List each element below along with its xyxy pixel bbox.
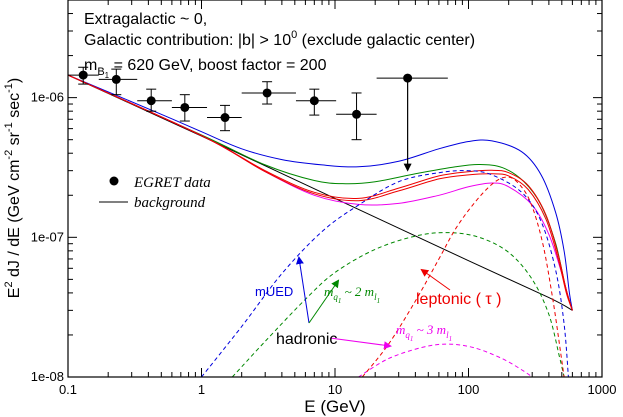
egret-data-point xyxy=(78,70,88,80)
x-tick-label: 100 xyxy=(458,382,480,397)
egret-data-point xyxy=(146,96,156,106)
title-line-3: mB1 = 620 GeV, boost factor = 200 xyxy=(84,57,327,80)
series-hadronic-signal-mq-3-ml xyxy=(358,343,533,377)
x-tick-label: 1 xyxy=(198,382,205,397)
hadronic-label: hadronic xyxy=(276,331,337,348)
mq2-label: mq1 ~ 2 ml1 xyxy=(324,284,380,305)
leptonic-label: leptonic ( τ ) xyxy=(416,291,501,308)
leptonic-arrow xyxy=(420,268,451,291)
mued-label: mUED xyxy=(255,284,293,299)
hadronic-arrow-mag xyxy=(329,337,392,350)
series-mued-signal xyxy=(201,170,569,377)
mq3-label: mq1 ~ 3 ml1 xyxy=(396,322,452,343)
egret-data-point xyxy=(262,88,272,98)
axis-ticks: 0.1 1 10 100 1000 1e-08 1e-07 1e-06 xyxy=(31,0,617,397)
y-axis-label: E2 dJ / dE (GeV cm-2 sr-1 sec-1) xyxy=(3,78,23,298)
egret-data-point xyxy=(309,96,319,106)
legend-background-label: background xyxy=(134,195,206,211)
legend-egret-marker xyxy=(109,176,119,186)
egret-data-point xyxy=(180,102,190,112)
legend-egret-label: EGRET data xyxy=(133,175,211,191)
egret-data-point xyxy=(220,113,230,123)
plot-frame xyxy=(67,0,603,378)
x-tick-label: 10 xyxy=(328,382,342,397)
series-leptonic-total-1 xyxy=(68,74,573,311)
egret-data-point xyxy=(111,74,121,84)
x-tick-label: 1000 xyxy=(588,382,617,397)
series-background xyxy=(68,74,573,311)
series-leptonic-total-2 xyxy=(68,74,573,311)
y-tick-label: 1e-06 xyxy=(31,90,64,105)
series-hadronic-signal-mq-2-ml xyxy=(231,232,565,377)
egret-data-point xyxy=(352,109,362,119)
series-hadronic-total-mq-2-ml xyxy=(68,74,573,311)
egret-data-layer xyxy=(68,66,448,172)
egret-data-point xyxy=(403,73,413,83)
title-line-1: Extragalactic ~ 0, xyxy=(84,11,207,28)
x-axis-label: E (GeV) xyxy=(304,397,365,416)
series-hadronic-total-mq-3-ml xyxy=(68,74,573,311)
y-tick-label: 1e-07 xyxy=(31,229,64,244)
title-line-2: Galactic contribution: |b| > 100 (exclud… xyxy=(84,29,475,49)
x-tick-label: 0.1 xyxy=(59,382,77,397)
series-mued-total xyxy=(68,74,573,311)
y-tick-label: 1e-08 xyxy=(31,369,64,384)
mued-arrow xyxy=(295,256,310,324)
hadronic-arrow xyxy=(308,279,340,324)
